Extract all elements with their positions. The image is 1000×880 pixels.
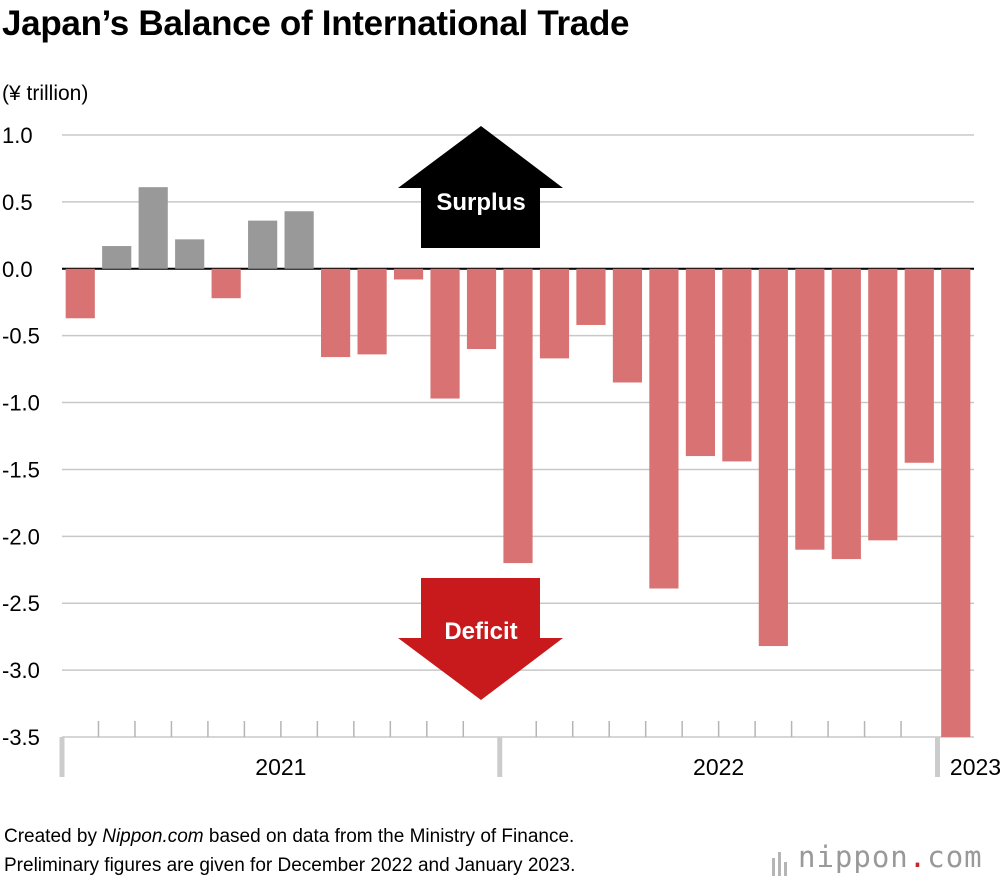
surplus-bar [248, 220, 278, 269]
x-period-label: 2023 [950, 754, 1000, 780]
y-tick-label: -3.5 [2, 725, 40, 750]
y-tick-label: -2.0 [2, 524, 40, 549]
y-tick-label: -3.0 [2, 658, 40, 683]
deficit-bar [466, 268, 497, 350]
surplus-label: Surplus [436, 189, 525, 216]
deficit-bar [795, 268, 825, 550]
deficit-bar [612, 268, 643, 383]
y-tick-labels: 1.0 0.5 0.0 -0.5 -1.0 -1.5 -2.0 -2.5 -3.0 -3.5 [2, 123, 40, 750]
deficit-bar [211, 268, 241, 299]
source-note: Created by Nippon.com based on data from… [4, 822, 575, 851]
bars [65, 187, 971, 737]
deficit-label: Deficit [444, 618, 517, 645]
logo-mark-icon [772, 842, 790, 876]
trade-balance-chart: 2021 2022 2023 1.0 0.5 0.0 -0.5 -1.0 -1.5 -2.0 -2… [2, 123, 1000, 780]
deficit-bar [321, 268, 351, 358]
deficit-bar [576, 268, 606, 325]
deficit-bar [758, 268, 788, 647]
chart-title: Japan’s Balance of International Trade [2, 4, 630, 43]
y-tick-label: 0.5 [2, 190, 33, 215]
surplus-arrow-icon: Surplus [398, 126, 563, 248]
logo-tld: com [927, 840, 983, 874]
deficit-bar [65, 268, 95, 319]
surplus-arrow-shape [398, 126, 563, 248]
deficit-bar [649, 268, 679, 589]
period-separator [59, 737, 65, 777]
deficit-bar [904, 268, 934, 463]
surplus-bar [284, 211, 314, 269]
chart-footer: Created by Nippon.com based on data from… [4, 822, 575, 880]
deficit-bar [539, 268, 570, 359]
deficit-bar [503, 268, 533, 564]
deficit-bar [722, 268, 752, 462]
source-prefix: Created by [4, 826, 103, 847]
y-axis-unit-label: (¥ trillion) [2, 82, 89, 105]
logo-name: nippon [798, 840, 909, 874]
deficit-bar [685, 268, 715, 457]
y-tick-label: -1.5 [2, 457, 40, 482]
y-tick-label: 1.0 [2, 123, 33, 148]
deficit-bar [357, 268, 387, 355]
period-separator [935, 737, 941, 777]
logo-dot: . [908, 840, 928, 874]
deficit-arrow-shape [398, 578, 563, 700]
y-tick-label: -0.5 [2, 324, 40, 349]
x-period-label: 2022 [693, 754, 744, 780]
x-axis: 2021 2022 2023 [59, 721, 1000, 780]
deficit-bar [430, 268, 460, 399]
deficit-bar [868, 268, 898, 541]
deficit-bar [393, 268, 424, 280]
y-tick-label: 0.0 [2, 257, 33, 282]
annotations: Surplus Deficit [398, 126, 563, 700]
surplus-bar [102, 246, 132, 269]
deficit-bar [941, 268, 971, 737]
surplus-bar [175, 239, 205, 269]
nippon-logo: nippon.com [772, 840, 983, 876]
x-period-label: 2021 [255, 754, 306, 780]
period-separator [497, 737, 503, 777]
deficit-arrow-icon: Deficit [398, 578, 563, 700]
deficit-bar [831, 268, 861, 560]
source-name: Nippon.com [102, 826, 204, 847]
y-tick-label: -2.5 [2, 591, 40, 616]
surplus-bar [138, 187, 168, 269]
preliminary-note: Preliminary figures are given for Decemb… [4, 855, 576, 876]
y-tick-label: -1.0 [2, 391, 40, 416]
source-suffix: based on data from the Ministry of Finan… [203, 826, 575, 847]
